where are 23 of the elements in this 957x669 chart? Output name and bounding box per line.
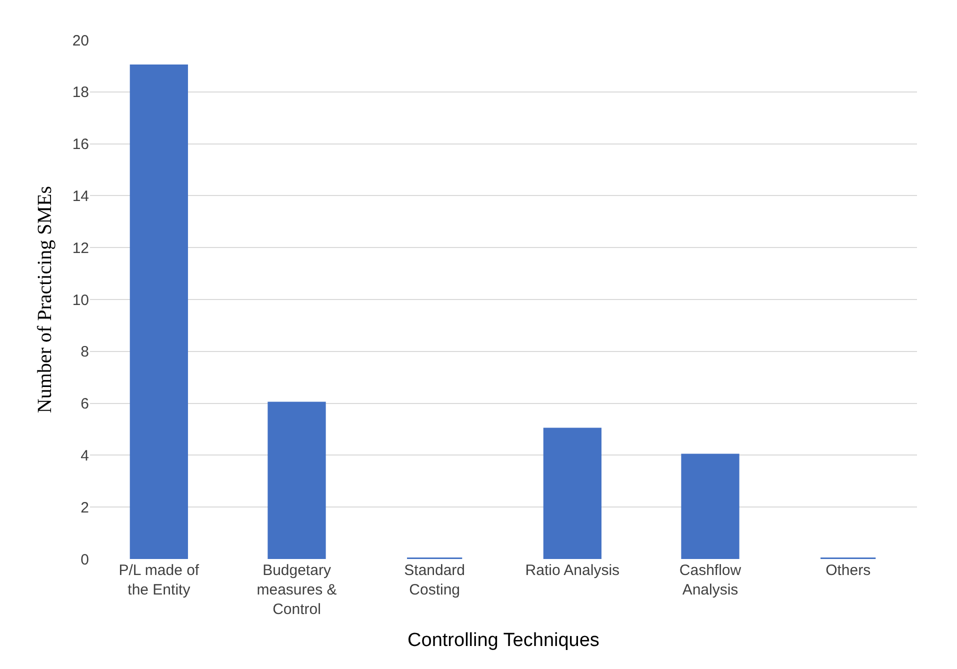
y-tick-label: 6 [80,396,89,413]
y-tick-label: 0 [80,551,89,568]
y-tick-label: 8 [80,344,89,361]
bar [268,402,326,559]
y-tick-label: 16 [72,136,89,154]
bar [130,64,188,559]
y-axis-title: Number of Practicing SMEs [34,186,56,414]
x-axis-title: Controlling Techniques [408,630,600,651]
y-tick-label: 4 [80,447,89,464]
x-tick-label: Cashflow Analysis [679,562,742,598]
y-tick-label: 2 [80,499,89,516]
y-tick-label: 20 [72,32,89,50]
bar [543,428,602,559]
y-tick-label: 10 [72,292,89,309]
y-tick-label: 18 [72,84,89,102]
x-tick-label: P/L made of the Entity [118,562,200,598]
x-tick-label: Budgetary measures & Control [256,562,337,618]
y-tick-label: 12 [72,240,89,257]
y-tick-label: 14 [72,188,89,205]
x-tick-label: Standard Costing [404,562,466,598]
x-tick-label: Others [826,562,871,579]
x-tick-label: Ratio Analysis [525,562,620,579]
bar [681,454,740,559]
